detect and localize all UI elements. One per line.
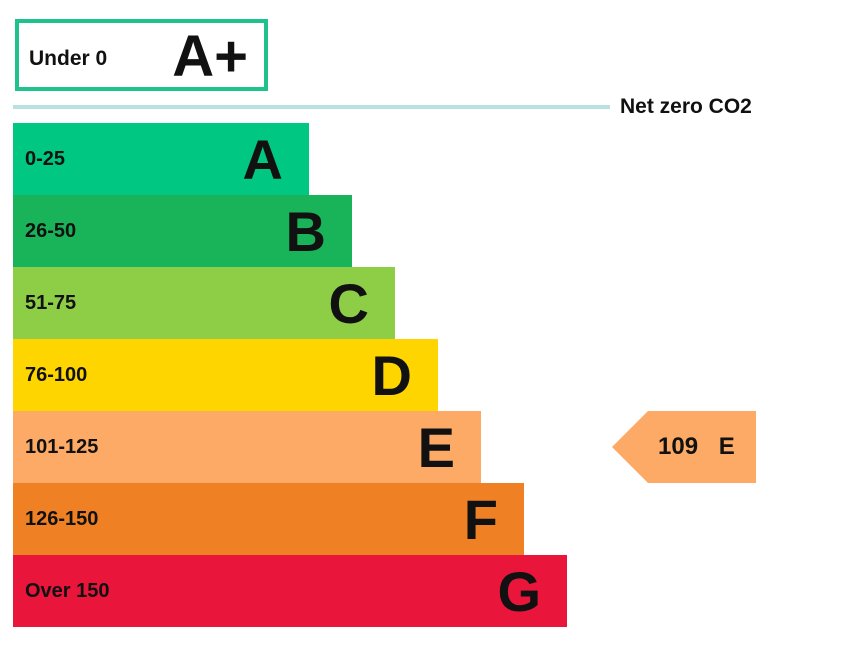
band-a: 0-25 A <box>13 123 309 195</box>
band-letter-label: C <box>328 272 369 335</box>
rating-letter: E <box>718 433 735 460</box>
band-aplus: Under 0 A+ <box>15 19 268 91</box>
band-letter-label: D <box>371 344 412 407</box>
rating-arrow-shape <box>612 411 756 483</box>
band-g: Over 150 G <box>13 555 567 627</box>
band-range-label: 0-25 <box>25 148 66 170</box>
band-range-label: 51-75 <box>25 292 77 314</box>
band-range-label: 126-150 <box>25 508 99 530</box>
band-letter-label: E <box>417 416 455 479</box>
band-letter-label: F <box>463 488 498 551</box>
band-range-label: Over 150 <box>25 580 110 602</box>
band-d: 76-100 D <box>13 339 438 411</box>
band-letter-label: A <box>242 128 283 191</box>
band-aplus-range: Under 0 <box>29 47 108 70</box>
rating-text: 109 E <box>658 433 735 461</box>
band-letter-label: G <box>497 560 541 623</box>
net-zero-label: Net zero CO2 <box>620 95 752 118</box>
band-range-label: 101-125 <box>25 436 99 458</box>
band-range-label: 26-50 <box>25 220 77 242</box>
band-b: 26-50 B <box>13 195 352 267</box>
rating-value: 109 <box>658 433 699 460</box>
band-aplus-letter: A+ <box>172 24 248 89</box>
current-rating-arrow: 109 E <box>612 411 756 483</box>
band-c: 51-75 C <box>13 267 395 339</box>
band-letter-label: B <box>285 200 326 263</box>
band-range-label: 76-100 <box>25 364 88 386</box>
net-zero-line <box>13 105 610 109</box>
band-f: 126-150 F <box>13 483 524 555</box>
band-e: 101-125 E <box>13 411 481 483</box>
